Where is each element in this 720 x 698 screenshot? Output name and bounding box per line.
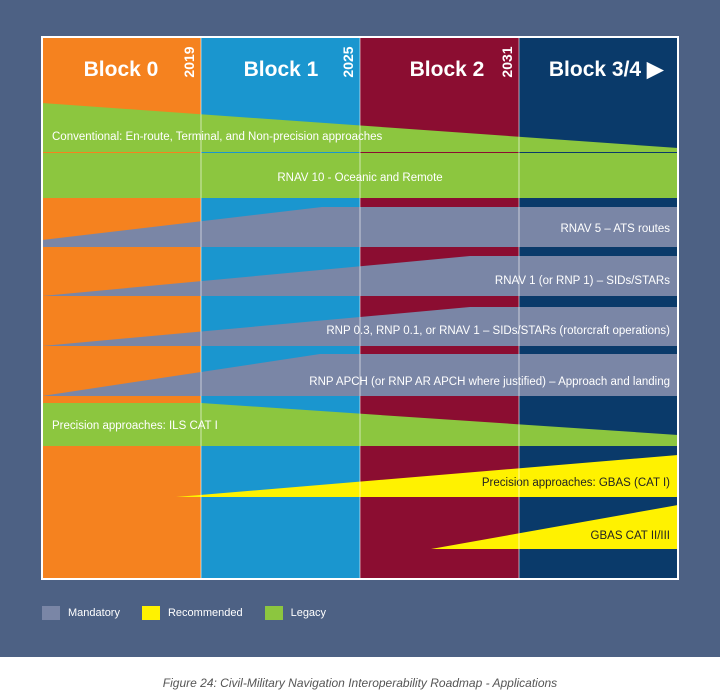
- mandatory-swatch: [42, 606, 60, 620]
- legend-label-mandatory: Mandatory: [68, 607, 120, 619]
- legend-item-recommended: Recommended: [141, 606, 243, 620]
- band-rnpapch-label: RNP APCH (or RNP AR APCH where justified…: [309, 376, 670, 388]
- legend-label-legacy: Legacy: [290, 607, 327, 619]
- block0-title: Block 0: [84, 58, 159, 81]
- legend: Mandatory Recommended Legacy: [42, 606, 348, 620]
- band-gbas-cat23-label: GBAS CAT II/III: [591, 530, 670, 542]
- block2-year: 2031: [499, 46, 515, 77]
- block0-year: 2019: [181, 46, 197, 77]
- band-conventional-label: Conventional: En-route, Terminal, and No…: [52, 131, 383, 143]
- roadmap-panel: Block 0 Block 1 Block 2 Block 3/4 ▶ 2019…: [0, 0, 720, 657]
- figure-caption: Figure 24: Civil-Military Navigation Int…: [162, 676, 558, 690]
- band-gbas-cat1-label: Precision approaches: GBAS (CAT I): [482, 477, 670, 489]
- block34-title: Block 3/4 ▶: [549, 58, 664, 81]
- roadmap-diagram: Block 0 Block 1 Block 2 Block 3/4 ▶ 2019…: [41, 36, 679, 580]
- legend-item-mandatory: Mandatory: [42, 606, 120, 620]
- block1-title: Block 1: [244, 58, 319, 81]
- band-ils-label: Precision approaches: ILS CAT I: [52, 420, 218, 432]
- band-rnav5-label: RNAV 5 – ATS routes: [560, 223, 670, 235]
- band-gbas-cat23: [431, 505, 678, 549]
- band-rnav1-label: RNAV 1 (or RNP 1) – SIDs/STARs: [495, 275, 670, 287]
- legacy-swatch: [264, 606, 283, 620]
- legend-label-recommended: Recommended: [167, 607, 243, 619]
- block1-year: 2025: [340, 46, 356, 77]
- band-gbas-cat1: [176, 455, 678, 497]
- block2-title: Block 2: [410, 58, 485, 81]
- recommended-swatch: [141, 606, 160, 620]
- band-rnp03-label: RNP 0.3, RNP 0.1, or RNAV 1 – SIDs/STARs…: [326, 325, 670, 337]
- legend-item-legacy: Legacy: [264, 606, 327, 620]
